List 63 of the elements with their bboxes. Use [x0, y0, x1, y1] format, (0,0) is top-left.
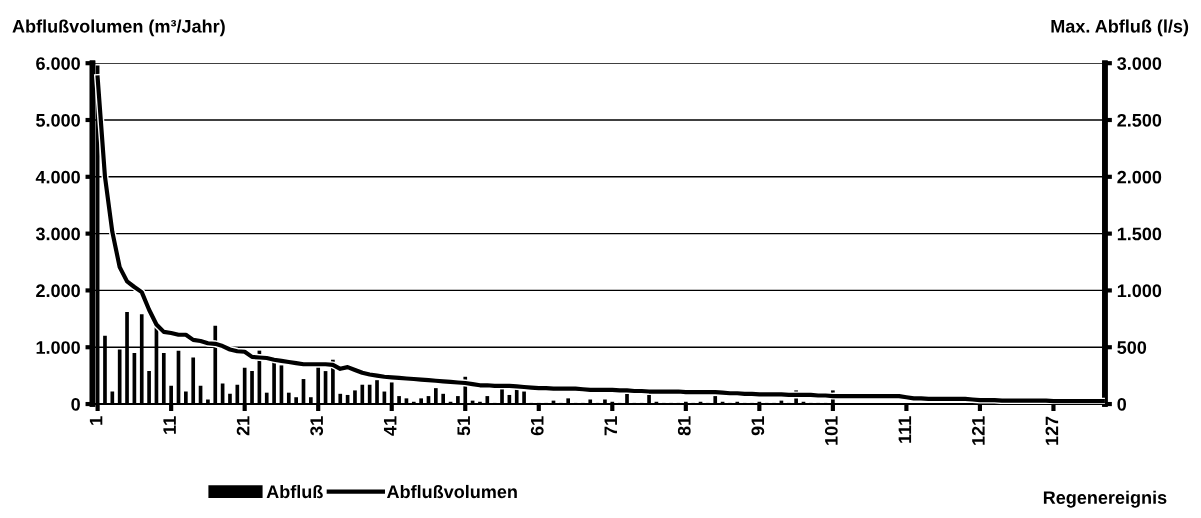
bar	[367, 384, 372, 405]
x-tick-label: 21	[236, 416, 250, 436]
bar	[566, 398, 571, 405]
bar	[338, 393, 343, 405]
y2-tick-label: 1.000	[1117, 284, 1162, 298]
x-tick-label: 71	[604, 416, 617, 436]
y-tick-label: 3.000	[35, 227, 80, 241]
y2-tick-label: 500	[1117, 341, 1147, 354]
y2-tick-label: 2.500	[1117, 113, 1162, 127]
bar	[353, 390, 357, 405]
y-tick-label: 4.000	[35, 170, 80, 184]
bar	[147, 371, 151, 405]
bar	[360, 384, 365, 405]
bar	[264, 392, 269, 405]
y-tick-label: 6.000	[36, 57, 80, 70]
y-axis-title: Abflußvolumen (m³/Jahr)	[12, 19, 225, 37]
y-tick-label: 2.000	[36, 284, 80, 298]
bar	[309, 397, 313, 405]
x-tick-label: 127	[1045, 416, 1059, 445]
y2-tick-label: 2.000	[1117, 170, 1162, 184]
bar	[713, 396, 718, 405]
bar	[235, 384, 240, 405]
x-tick-label: 51	[457, 416, 471, 436]
bar	[191, 357, 196, 405]
x-tick-label: 31	[310, 416, 324, 436]
bar	[294, 397, 298, 405]
bar	[184, 391, 188, 405]
x-tick-label: 121	[971, 416, 985, 445]
legend-label: Abfluß	[266, 484, 323, 499]
bar	[286, 392, 291, 405]
x-tick-label: 41	[383, 416, 397, 436]
y2-axis-title: Max. Abfluß (l/s)	[1051, 19, 1189, 37]
bar	[161, 352, 166, 405]
y2-tick-label: 0	[1117, 397, 1127, 411]
bar	[588, 399, 593, 405]
x-tick-label: 111	[898, 416, 912, 443]
x-tick-label: 61	[530, 416, 544, 436]
bar	[375, 380, 379, 405]
bar	[522, 391, 526, 405]
x-tick-label: 81	[677, 416, 691, 436]
x-axis-title: Regenereignis	[1043, 490, 1167, 508]
y2-tick-label: 3.000	[1117, 57, 1162, 70]
bar	[206, 399, 210, 405]
bar	[228, 393, 232, 405]
y-tick-label: 0	[71, 397, 80, 411]
bar	[456, 396, 460, 405]
bar	[434, 388, 438, 405]
y-tick-label: 1.000	[36, 341, 80, 354]
bar	[419, 398, 423, 405]
y-tick-label: 5.000	[36, 113, 80, 127]
x-tick-label: 101	[824, 416, 838, 445]
bar	[250, 371, 254, 405]
bar	[117, 349, 122, 405]
x-tick-label: 1	[89, 416, 103, 425]
x-tick-label: 11	[163, 416, 176, 434]
y2-tick-label: 1.500	[1117, 227, 1162, 241]
bar	[110, 391, 115, 405]
bar	[603, 399, 607, 405]
bar	[397, 396, 401, 405]
legend-label: Abflußvolumen	[386, 484, 517, 499]
x-tick-label: 91	[751, 416, 765, 436]
bar	[441, 393, 446, 405]
bar	[485, 396, 490, 405]
